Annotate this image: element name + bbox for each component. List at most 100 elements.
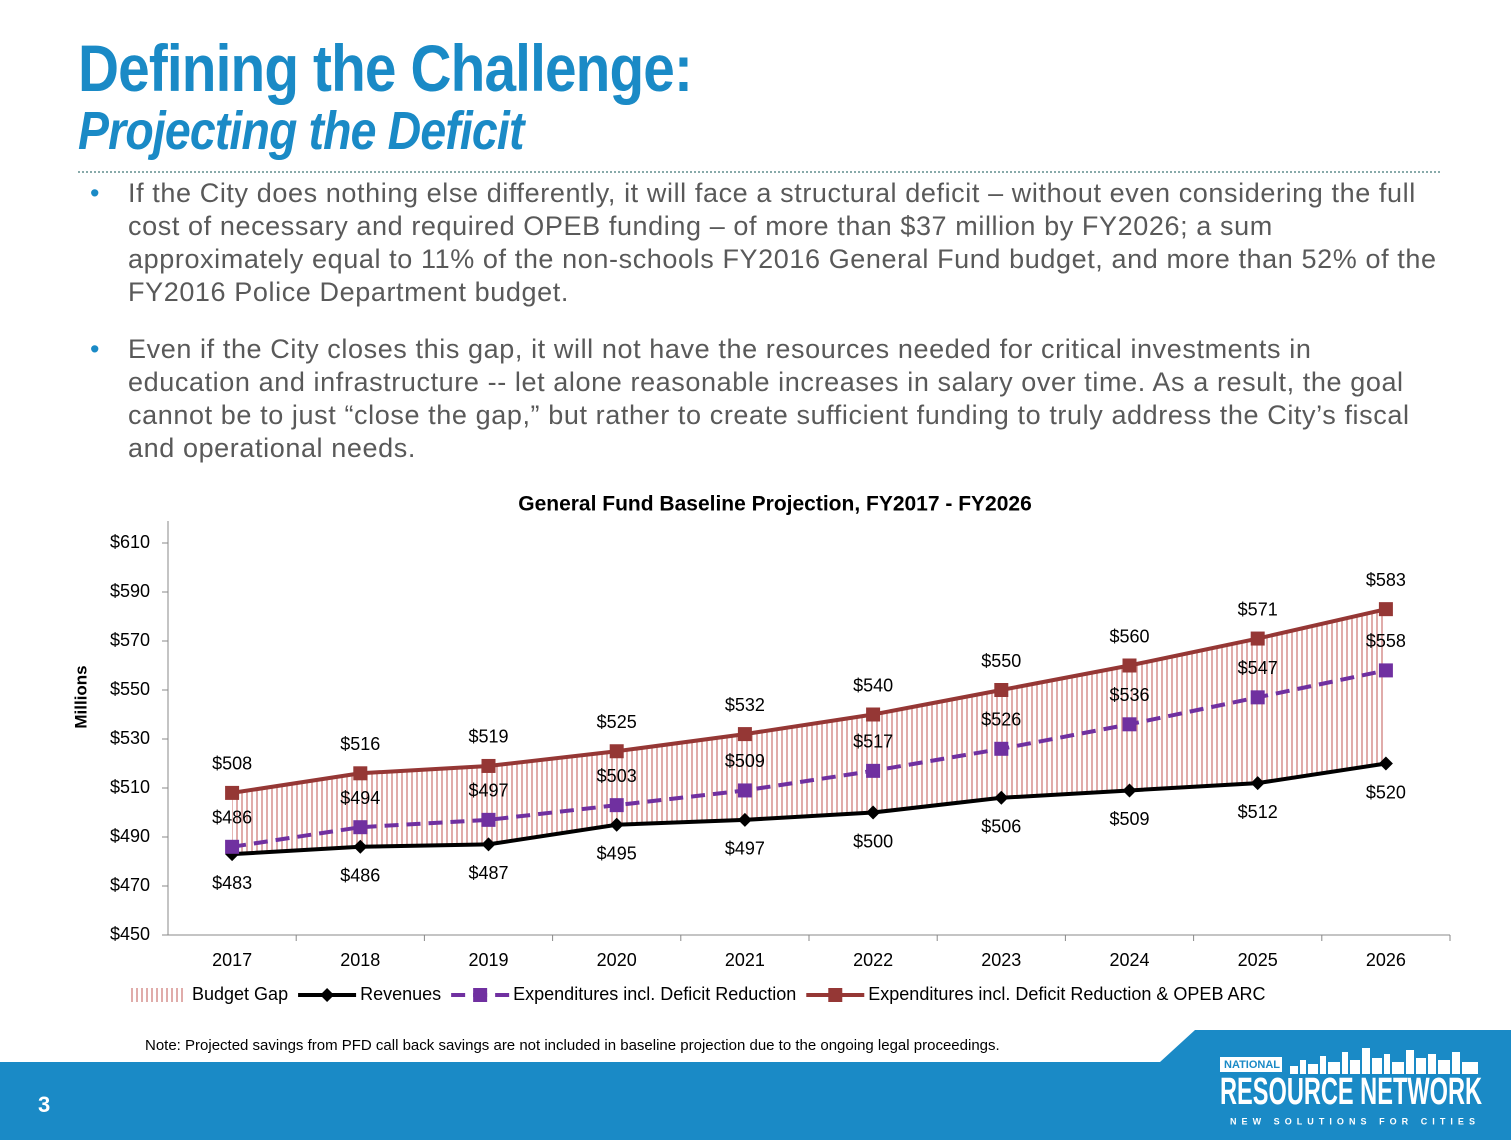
y-tick-label: $510	[110, 777, 150, 797]
marker	[994, 741, 1009, 756]
marker	[1250, 776, 1265, 791]
marker	[609, 744, 624, 759]
data-label: $508	[212, 754, 252, 774]
data-label: $500	[853, 831, 893, 851]
x-tick-label: 2025	[1238, 950, 1278, 970]
series-line	[231, 761, 1387, 857]
marker	[225, 839, 240, 854]
marker	[353, 820, 368, 835]
marker	[737, 783, 752, 798]
data-label: $509	[725, 751, 765, 771]
budget-gap-area	[232, 609, 1386, 855]
data-label: $509	[1109, 809, 1149, 829]
marker	[1378, 602, 1393, 617]
x-tick-label: 2024	[1109, 950, 1149, 970]
legend-swatch	[130, 988, 186, 1002]
x-tick-label: 2021	[725, 950, 765, 970]
y-tick-label: $570	[110, 630, 150, 650]
marker	[1378, 663, 1393, 678]
data-label: $540	[853, 675, 893, 695]
marker	[737, 727, 752, 742]
y-tick-label: $610	[110, 532, 150, 552]
legend-marker	[473, 988, 488, 1002]
marker	[353, 839, 368, 854]
bullet: If the City does nothing else differentl…	[90, 177, 1440, 309]
marker	[481, 758, 496, 773]
data-label: $483	[212, 873, 252, 893]
data-label: $487	[468, 863, 508, 883]
data-label: $571	[1238, 599, 1278, 619]
data-label: $536	[1109, 685, 1149, 705]
legend-label: Revenues	[360, 984, 441, 1004]
series-line	[231, 668, 1387, 849]
marker	[1122, 658, 1137, 673]
y-tick-label: $490	[110, 826, 150, 846]
y-tick-label: $470	[110, 875, 150, 895]
bullet: Even if the City closes this gap, it wil…	[90, 333, 1440, 465]
data-label: $560	[1109, 626, 1149, 646]
marker	[994, 790, 1009, 805]
data-label: $550	[981, 651, 1021, 671]
data-label: $506	[981, 817, 1021, 837]
page-number: 3	[38, 1092, 50, 1117]
bullet-list: If the City does nothing else differentl…	[90, 177, 1440, 489]
marker	[866, 763, 881, 778]
marker	[481, 812, 496, 827]
marker	[994, 683, 1009, 697]
data-label: $512	[1238, 802, 1278, 822]
logo-tagline: NEW SOLUTIONS FOR CITIES	[1230, 1116, 1475, 1126]
divider	[78, 171, 1440, 173]
y-tick-label: $450	[110, 924, 150, 944]
slide-title: Defining the Challenge:	[78, 31, 693, 105]
data-label: $517	[853, 732, 893, 752]
data-label: $525	[597, 712, 637, 732]
chart-note: Note: Projected savings from PFD call ba…	[145, 1037, 1000, 1054]
data-label: $486	[340, 866, 380, 886]
data-label: $503	[597, 766, 637, 786]
y-tick-label: $590	[110, 581, 150, 601]
y-tick-label: $550	[110, 679, 150, 699]
marker	[866, 805, 881, 820]
series-line	[231, 607, 1387, 795]
marker	[353, 766, 368, 781]
legend-marker	[320, 988, 335, 1002]
data-label: $558	[1366, 631, 1406, 651]
x-tick-label: 2022	[853, 950, 893, 970]
logo: NATIONAL RESOURCE NETWORK NEW SOLUTIONS …	[1220, 1048, 1482, 1126]
data-label: $547	[1238, 658, 1278, 678]
slide-subtitle: Projecting the Deficit	[78, 101, 524, 161]
chart-title: General Fund Baseline Projection, FY2017…	[518, 493, 1032, 516]
x-tick-label: 2026	[1366, 950, 1406, 970]
x-tick-label: 2017	[212, 950, 252, 970]
footer-bar	[0, 1030, 1511, 1140]
legend-marker	[828, 988, 843, 1002]
marker	[737, 812, 752, 827]
logo-top: NATIONAL	[1224, 1059, 1280, 1071]
logo-main: RESOURCE NETWORK	[1220, 1071, 1482, 1113]
data-label: $520	[1366, 782, 1406, 802]
logo-tab	[1220, 1057, 1282, 1072]
data-label: $516	[340, 734, 380, 754]
data-label: $519	[468, 727, 508, 747]
data-label: $532	[725, 695, 765, 715]
data-label: $494	[340, 788, 380, 808]
x-tick-label: 2019	[468, 950, 508, 970]
marker	[609, 817, 624, 832]
data-label: $486	[212, 808, 252, 828]
marker	[1122, 783, 1137, 798]
marker	[225, 785, 240, 800]
y-axis-label: Millions	[71, 665, 90, 728]
legend-label: Budget Gap	[192, 984, 288, 1004]
marker	[1122, 717, 1137, 732]
y-tick-label: $530	[110, 728, 150, 748]
marker	[1250, 690, 1265, 705]
x-tick-label: 2023	[981, 950, 1021, 970]
marker	[481, 837, 496, 852]
data-label: $526	[981, 710, 1021, 730]
data-label: $583	[1366, 570, 1406, 590]
marker	[1250, 631, 1265, 646]
data-label: $497	[725, 839, 765, 859]
marker	[1378, 756, 1393, 771]
